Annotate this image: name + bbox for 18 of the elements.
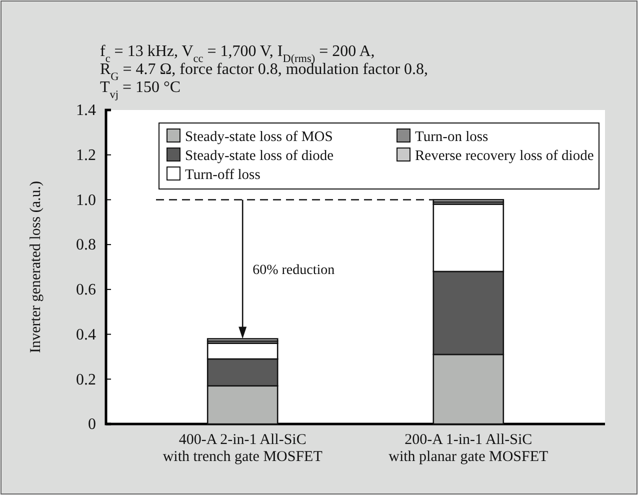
y-tick-label: 0.6 — [76, 282, 96, 299]
y-tick-label: 1.4 — [76, 102, 96, 120]
x-tick-label: 400-A 2-in-1 All-SiC with trench gate MOSFET — [162, 432, 322, 465]
y-tick-label: 0 — [88, 416, 96, 434]
chart-title: f$_{c}$ = 13 kHz, V$_{cc}$ = 1,700 V, I$_{D(rms)}$ = 200 A, R$_{G}$ = 4.7 Ω, force factor 0.8, modulation factor 0.8, T$_{vj}$ = 150 °C — [100, 43, 428, 101]
y-tick-label: 0.2 — [76, 371, 96, 388]
y-axis-title: Inverter generated loss (a.u.) — [28, 180, 44, 354]
legend-label: Reverse recovery loss of diode — [415, 148, 594, 164]
y-tick-label: 0.4 — [76, 326, 96, 344]
y-tick-label: 0.8 — [76, 236, 96, 254]
legend-label: Steady-state loss of MOS — [185, 129, 333, 145]
legend-label: Steady-state loss of diode — [185, 148, 334, 164]
y-tick-label: 1.0 — [76, 192, 96, 209]
legend-label: Turn-on loss — [415, 129, 489, 145]
y-tick-label: 1.2 — [76, 146, 96, 164]
annotation: 60% reduction — [252, 263, 335, 278]
legend-label: Turn-off loss — [185, 167, 261, 183]
x-tick-label: 200-A 1-in-1 All-SiC with planar gate MOSFET — [388, 432, 548, 465]
